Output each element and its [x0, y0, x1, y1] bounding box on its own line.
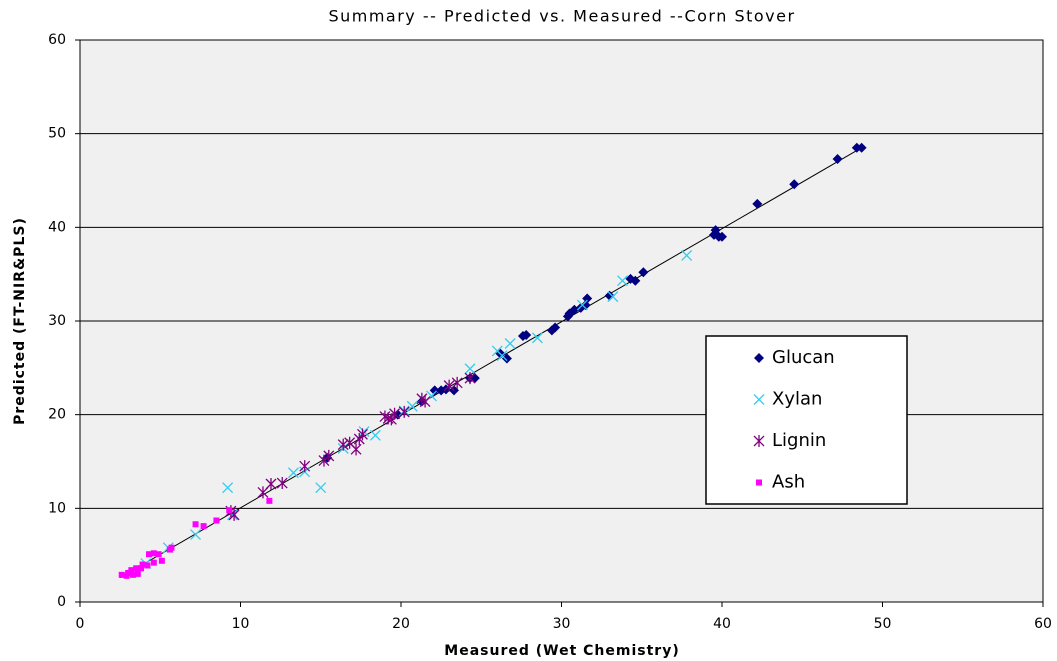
marker-x [576, 299, 588, 311]
y-axis-label: Predicted (FT-NIR&PLS) [12, 217, 28, 425]
marker-square [192, 521, 199, 528]
marker-square [139, 561, 146, 568]
legend-box [705, 335, 908, 505]
marker-diamond [501, 353, 512, 364]
marker-square [158, 557, 165, 564]
marker-x [222, 482, 234, 494]
x-tick-label: 20 [392, 616, 410, 632]
x-tick-label: 60 [1034, 616, 1052, 632]
marker-star [318, 454, 330, 467]
marker-x [406, 400, 418, 412]
marker-x [190, 529, 202, 541]
legend-label: Lignin [772, 430, 826, 451]
marker-x [531, 332, 543, 344]
marker-star [451, 376, 463, 389]
marker-x [504, 338, 516, 349]
marker-diamond [546, 325, 557, 336]
marker-star [753, 435, 765, 447]
marker-diamond [752, 198, 763, 209]
plot-border [79, 39, 1044, 603]
x-axis-label: Measured (Wet Chemistry) [444, 643, 679, 659]
marker-square [150, 550, 157, 557]
marker-x [369, 429, 381, 441]
x-tick-label: 30 [553, 616, 571, 632]
marker-star [299, 460, 311, 473]
marker-star [464, 372, 476, 385]
marker-diamond [789, 179, 800, 190]
marker-star [398, 405, 410, 418]
y-tick-label: 30 [48, 313, 66, 329]
marker-square [756, 479, 762, 486]
marker-diamond [625, 273, 636, 284]
marker-square [166, 546, 173, 553]
marker-x [617, 275, 628, 287]
marker-square [226, 507, 233, 514]
marker-square [213, 517, 220, 524]
marker-square [146, 551, 153, 558]
marker-star [344, 436, 356, 449]
y-tick-label: 0 [57, 594, 66, 610]
marker-square [118, 571, 125, 578]
marker-diamond [517, 330, 528, 341]
marker-x [496, 350, 508, 362]
marker-square [200, 523, 207, 530]
marker-x [681, 249, 693, 261]
marker-star [443, 379, 455, 392]
marker-x [753, 394, 765, 405]
y-tick-label: 10 [48, 500, 66, 516]
marker-square [155, 551, 162, 558]
marker-diamond [717, 231, 727, 242]
marker-square [150, 559, 157, 566]
chart-title: Summary -- Predicted vs. Measured --Corn… [328, 7, 795, 26]
marker-diamond [754, 353, 764, 363]
marker-star [353, 433, 365, 446]
marker-diamond [832, 153, 843, 164]
y-tick-label: 40 [48, 219, 66, 235]
marker-diamond [708, 229, 719, 240]
marker-star [276, 477, 288, 490]
marker-square [134, 570, 141, 577]
marker-star [419, 395, 431, 408]
x-tick-label: 0 [76, 616, 85, 632]
marker-square [144, 562, 151, 569]
legend-label: Glucan [772, 347, 835, 368]
marker-diamond [429, 385, 440, 396]
marker-x [464, 363, 476, 375]
marker-square [137, 565, 144, 572]
x-tick-label: 50 [874, 616, 892, 632]
legend-label: Ash [772, 472, 805, 493]
fit-line [119, 147, 862, 579]
marker-diamond [436, 385, 447, 396]
marker-diamond [638, 267, 649, 278]
marker-x [358, 426, 370, 437]
marker-star [337, 438, 349, 451]
y-tick-label: 60 [48, 32, 66, 48]
marker-square [129, 571, 136, 578]
marker-x [288, 467, 299, 479]
marker-star [379, 410, 391, 423]
marker-square [133, 565, 140, 572]
marker-star [257, 486, 269, 499]
x-tick-label: 40 [713, 616, 731, 632]
marker-x [607, 291, 619, 303]
x-tick-label: 10 [232, 616, 250, 632]
y-tick-label: 20 [48, 407, 66, 423]
marker-square [123, 572, 130, 579]
marker-x [315, 482, 327, 494]
marker-square [266, 497, 273, 504]
legend-label: Xylan [772, 389, 822, 410]
marker-diamond [856, 142, 867, 153]
y-tick-label: 50 [48, 126, 66, 142]
marker-square [128, 567, 135, 574]
marker-diamond [562, 311, 573, 322]
